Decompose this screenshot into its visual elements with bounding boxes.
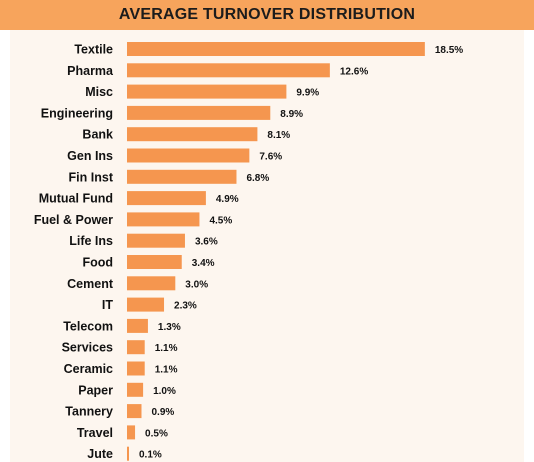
category-label-jute: Jute: [87, 447, 113, 461]
value-label-life-ins: 3.6%: [195, 237, 218, 248]
category-label-cement: Cement: [67, 277, 114, 291]
value-label-fin-inst: 6.8%: [246, 173, 269, 184]
bar-misc: [127, 84, 287, 99]
value-label-textile: 18.5%: [435, 45, 463, 56]
category-label-pharma: Pharma: [67, 64, 114, 78]
category-label-food: Food: [82, 256, 113, 270]
bar-bank: [127, 127, 258, 142]
bar-fuel-power: [127, 212, 200, 227]
value-label-cement: 3.0%: [185, 279, 208, 290]
value-label-jute: 0.1%: [139, 450, 162, 461]
chart-title: AVERAGE TURNOVER DISTRIBUTION: [118, 6, 416, 23]
bar-mutual-fund: [127, 191, 206, 206]
bar-engineering: [127, 105, 271, 120]
bar-pharma: [127, 63, 330, 78]
bar-life-ins: [127, 233, 185, 248]
bar-telecom: [127, 318, 148, 333]
category-label-engineering: Engineering: [41, 106, 113, 120]
chart-title-band: AVERAGE TURNOVER DISTRIBUTION: [0, 0, 534, 30]
category-label-paper: Paper: [78, 383, 113, 397]
category-label-travel: Travel: [77, 426, 113, 440]
bar-cement: [127, 276, 176, 291]
category-label-mutual-fund: Mutual Fund: [39, 192, 113, 206]
value-label-telecom: 1.3%: [158, 322, 181, 333]
category-label-ceramic: Ceramic: [64, 362, 113, 376]
category-label-textile: Textile: [74, 43, 113, 57]
bar-travel: [127, 425, 136, 440]
category-label-misc: Misc: [85, 85, 113, 99]
category-label-services: Services: [62, 341, 113, 355]
bar-jute: [127, 446, 129, 461]
bar-services: [127, 340, 145, 355]
value-label-fuel-power: 4.5%: [209, 215, 232, 226]
category-label-life-ins: Life Ins: [69, 234, 113, 248]
value-label-services: 1.1%: [155, 343, 178, 354]
category-label-tannery: Tannery: [65, 405, 113, 419]
value-label-bank: 8.1%: [267, 130, 290, 141]
value-label-travel: 0.5%: [145, 428, 168, 439]
value-label-mutual-fund: 4.9%: [216, 194, 239, 205]
category-label-fin-inst: Fin Inst: [69, 170, 114, 184]
bar-gen-ins: [127, 148, 250, 163]
bar-it: [127, 297, 165, 312]
bar-paper: [127, 382, 144, 397]
bar-fin-inst: [127, 169, 237, 184]
category-label-telecom: Telecom: [63, 319, 113, 333]
bar-ceramic: [127, 361, 145, 376]
value-label-pharma: 12.6%: [340, 66, 368, 77]
value-label-gen-ins: 7.6%: [259, 152, 282, 163]
value-label-food: 3.4%: [192, 258, 215, 269]
plot-area: [10, 30, 524, 462]
value-label-engineering: 8.9%: [280, 109, 303, 120]
value-label-tannery: 0.9%: [151, 407, 174, 418]
value-label-misc: 9.9%: [296, 88, 319, 99]
category-label-it: IT: [102, 298, 113, 312]
category-label-fuel-power: Fuel & Power: [34, 213, 113, 227]
category-label-bank: Bank: [82, 128, 113, 142]
bar-tannery: [127, 404, 142, 419]
value-label-paper: 1.0%: [153, 386, 176, 397]
category-label-gen-ins: Gen Ins: [67, 149, 113, 163]
value-label-ceramic: 1.1%: [155, 365, 178, 376]
bar-food: [127, 255, 182, 269]
bar-textile: [127, 42, 425, 56]
value-label-it: 2.3%: [174, 301, 197, 312]
